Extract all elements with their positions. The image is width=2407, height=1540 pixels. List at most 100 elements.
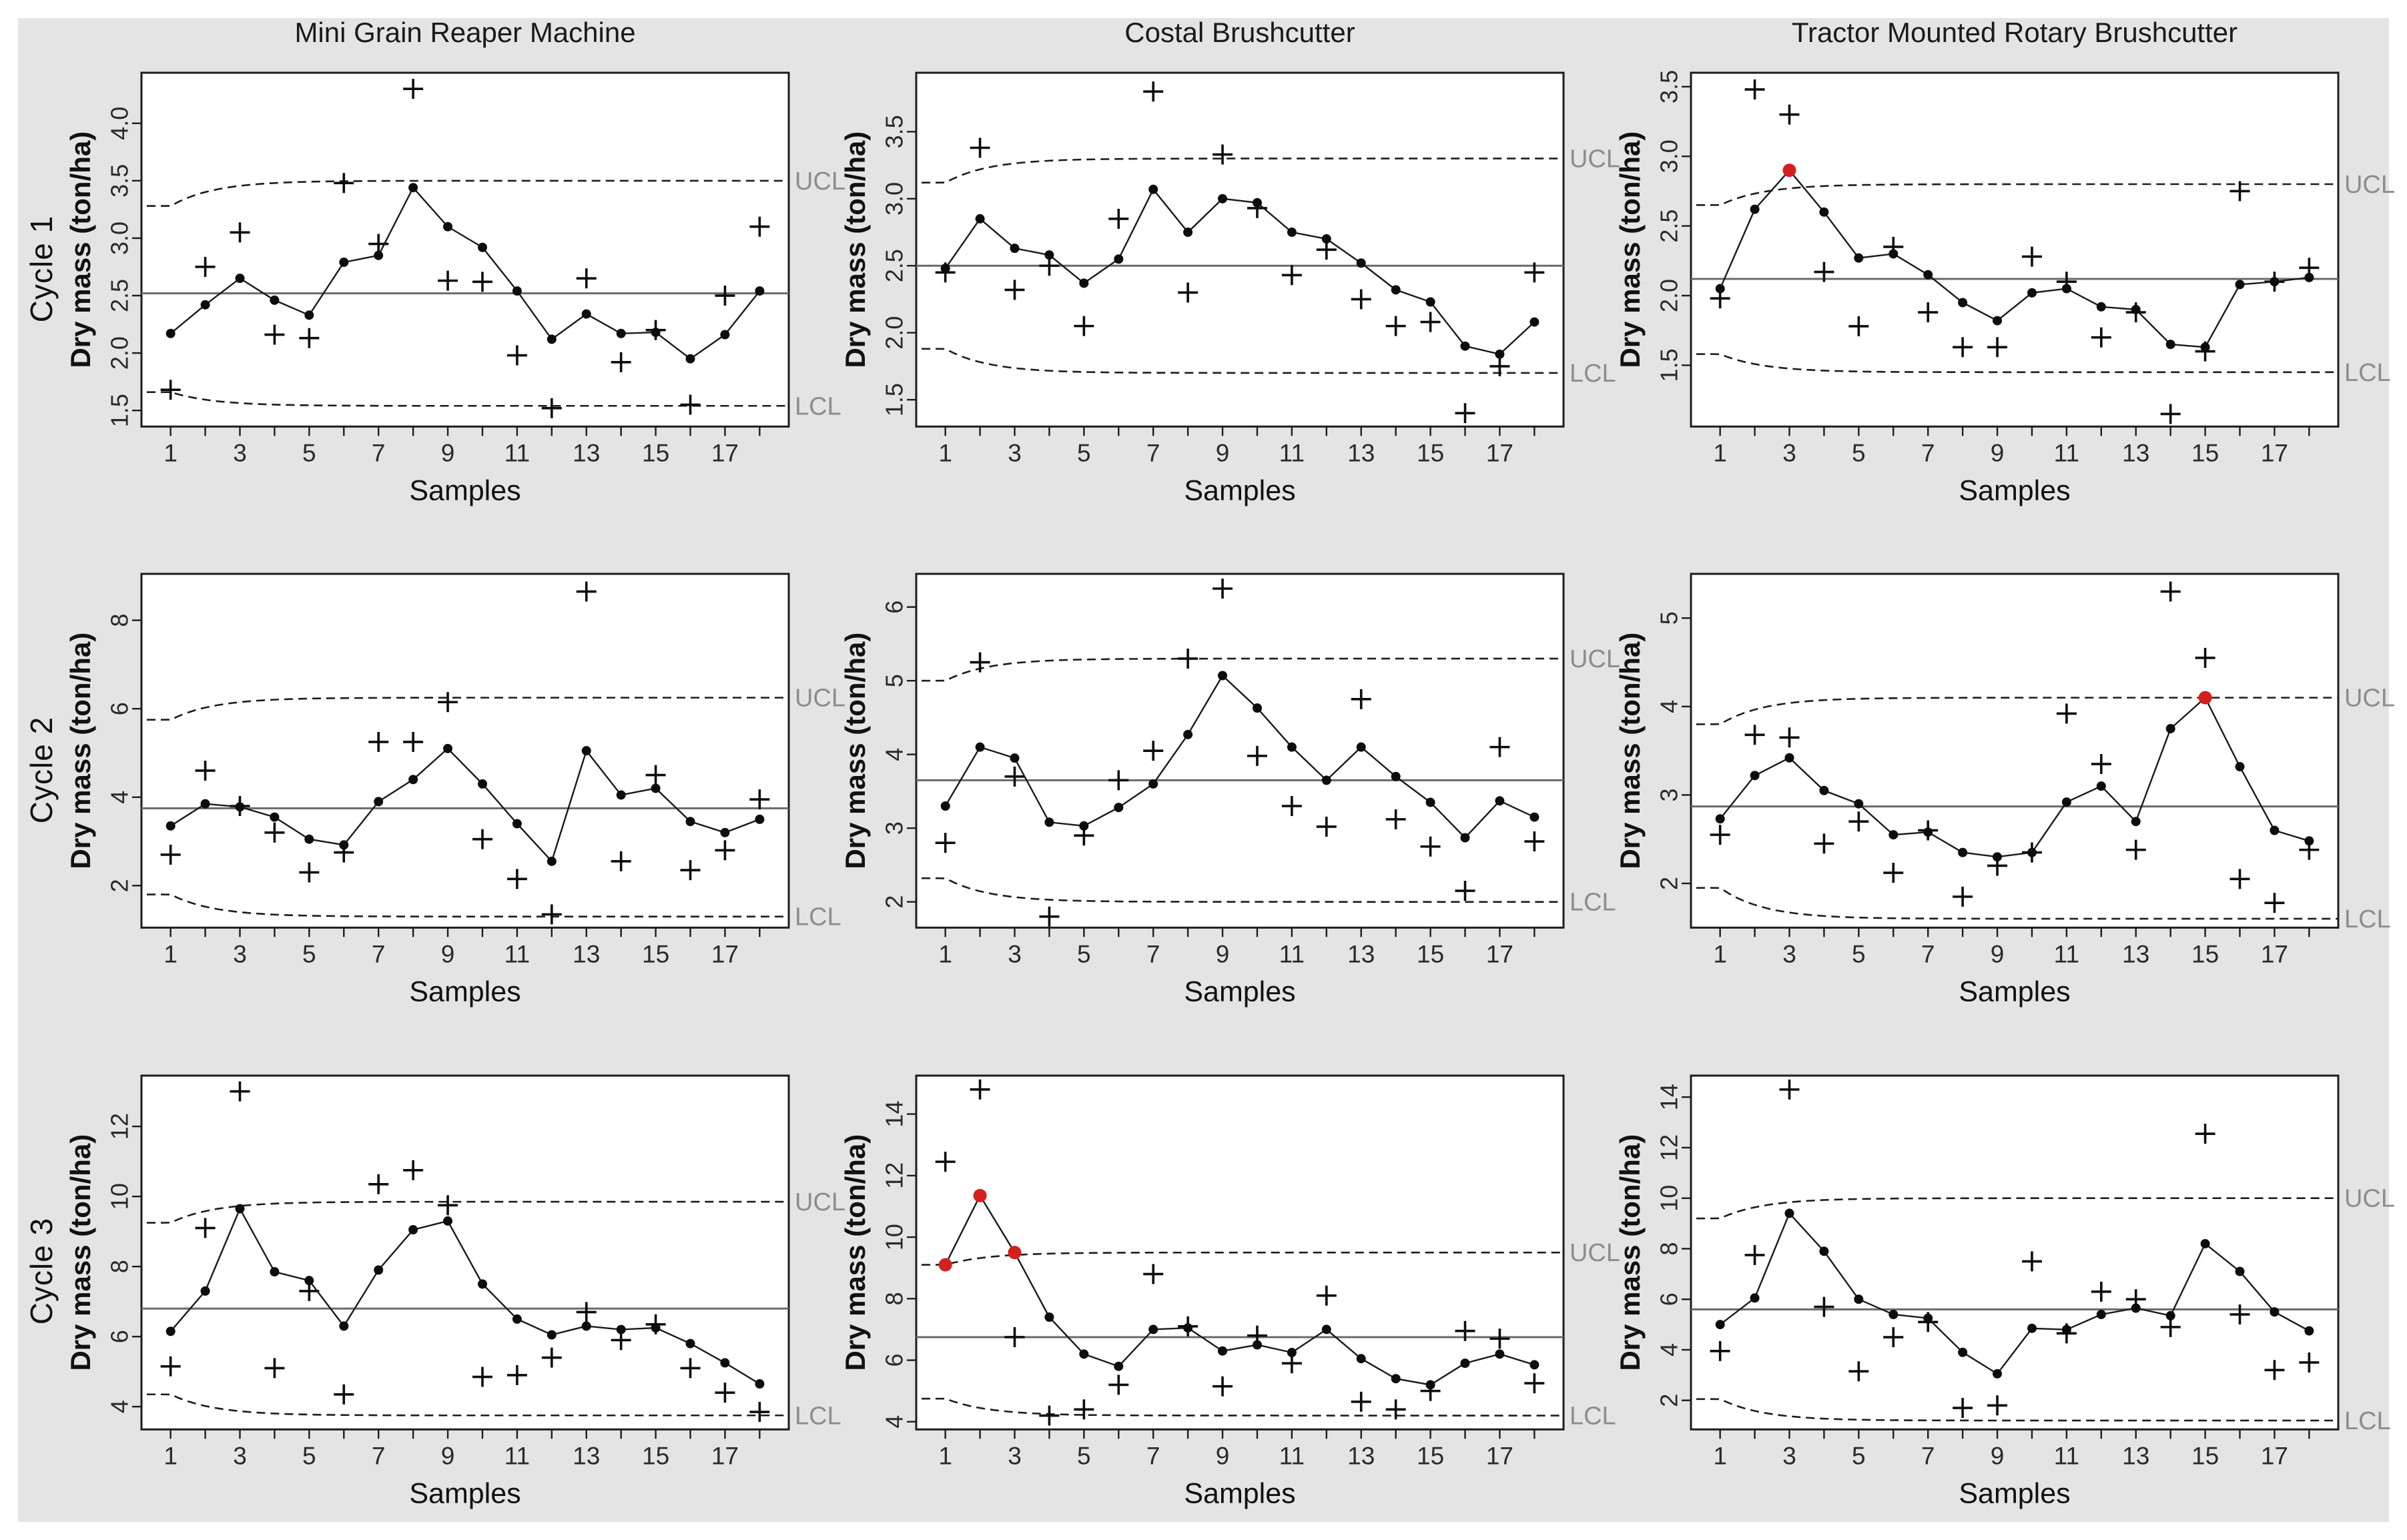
svg-text:5: 5 (302, 439, 316, 466)
y-axis-ticks: 1.5 2.0 2.5 3.0 3.5 4.0 (106, 107, 141, 427)
y-axis-label: Dry mass (ton/ha) (1614, 633, 1646, 869)
plot-area (915, 572, 1565, 929)
svg-text:5: 5 (1852, 941, 1866, 968)
data-point (1218, 671, 1227, 681)
data-point (1495, 796, 1505, 806)
plus-markers (160, 581, 770, 925)
svg-text:3: 3 (881, 821, 908, 835)
ucl-line (147, 1200, 789, 1224)
svg-text:2.5: 2.5 (1656, 210, 1683, 243)
data-point (1321, 234, 1331, 244)
data-point (304, 1275, 314, 1285)
svg-text:12: 12 (881, 1162, 908, 1189)
y-axis-ticks: 1.5 2.0 2.5 3.0 3.5 (1656, 70, 1691, 382)
data-point (651, 783, 661, 793)
y-axis-label: Dry mass (ton/ha) (839, 633, 871, 869)
svg-text:4: 4 (881, 748, 908, 761)
data-point (2270, 825, 2280, 835)
data-point (1253, 1340, 1262, 1350)
svg-text:11: 11 (504, 439, 530, 466)
data-point (1529, 317, 1539, 327)
data-point (1148, 779, 1158, 789)
series-line (170, 747, 760, 863)
data-point (1750, 771, 1760, 781)
svg-text:15: 15 (1417, 1442, 1444, 1469)
data-point (1148, 1324, 1158, 1334)
ucl-label: UCL (1570, 645, 1620, 673)
data-point (1183, 1322, 1193, 1332)
svg-text:5: 5 (1852, 1442, 1866, 1469)
data-point (270, 812, 280, 822)
series-line (1719, 697, 2310, 858)
data-point (1425, 1380, 1435, 1390)
svg-text:2.0: 2.0 (106, 336, 133, 370)
svg-text:7: 7 (372, 439, 386, 466)
data-point (1460, 1358, 1470, 1368)
svg-text:17: 17 (1486, 439, 1513, 466)
svg-text:13: 13 (2122, 439, 2149, 466)
lcl-label: LCL (1570, 1402, 1616, 1430)
chart-cycle1-mini-grain-reaper: Mini Grain Reaper Machine 1.5 2.0 2.5 3.0 3.5… (65, 17, 845, 519)
svg-text:5: 5 (1077, 941, 1091, 968)
svg-text:3: 3 (233, 941, 247, 968)
svg-text:11: 11 (2054, 439, 2079, 466)
data-point (720, 330, 730, 340)
y-axis-ticks: 1.5 2.0 2.5 3.0 3.5 (881, 115, 916, 416)
lcl-label: LCL (2344, 359, 2391, 387)
data-point (235, 1204, 245, 1214)
data-point (940, 801, 950, 811)
svg-text:6: 6 (106, 702, 133, 715)
data-point (1044, 1312, 1054, 1322)
svg-text:5: 5 (302, 1442, 316, 1469)
svg-text:7: 7 (372, 1442, 386, 1469)
row-label-cycle-2: Cycle 2 (18, 519, 65, 1020)
x-axis-label: Samples (1184, 474, 1295, 506)
data-point (1391, 285, 1401, 295)
data-point (685, 1338, 695, 1349)
data-point (1993, 852, 2002, 862)
series-line (944, 187, 1535, 356)
data-point (755, 815, 765, 825)
data-point (304, 835, 314, 845)
svg-text:17: 17 (2261, 1442, 2288, 1469)
svg-text:17: 17 (711, 439, 739, 466)
data-point (2061, 797, 2071, 807)
series-line (1719, 1211, 2310, 1375)
x-axis-ticks: 1 3 5 7 9 11 13 15 17 (163, 1429, 761, 1469)
data-point (2304, 836, 2314, 846)
data-point (408, 1224, 418, 1234)
x-axis-label: Samples (409, 976, 521, 1008)
data-point (755, 1379, 765, 1389)
data-point (1750, 1292, 1760, 1302)
svg-text:1.5: 1.5 (106, 394, 133, 427)
svg-text:17: 17 (2261, 941, 2288, 968)
svg-text:3.5: 3.5 (1656, 70, 1683, 103)
ucl-label: UCL (2344, 1184, 2395, 1212)
chart-cycle2-mini-grain-reaper: 2 4 6 8 Dry mass (ton/ha) 1 3 5 7 9 11 13 15 17 Sample… (65, 519, 845, 1020)
svg-text:1.5: 1.5 (881, 383, 908, 416)
row-label-text: Cycle 2 (24, 716, 59, 824)
data-point (270, 1266, 280, 1276)
svg-text:2.5: 2.5 (106, 279, 133, 312)
svg-text:11: 11 (1279, 1442, 1305, 1469)
svg-text:17: 17 (711, 1442, 739, 1469)
data-point (165, 821, 176, 831)
plot-area (1690, 1074, 2340, 1431)
svg-text:1.5: 1.5 (1656, 348, 1683, 382)
svg-text:2.5: 2.5 (881, 249, 908, 282)
chart-cycle3-costal-brushcutter: 4 6 8 10 12 14 Dry mass (ton/ha) 1 3 5 7 9 11 13 15 17 S… (839, 1021, 1620, 1522)
data-point (1784, 1208, 1794, 1218)
data-point (1079, 278, 1089, 288)
svg-text:3: 3 (1782, 439, 1796, 466)
y-axis-ticks: 4 6 8 10 12 (106, 1113, 141, 1413)
data-point (940, 264, 950, 274)
data-point (720, 1358, 730, 1368)
svg-text:10: 10 (106, 1183, 133, 1210)
data-point (1529, 1360, 1539, 1370)
svg-text:10: 10 (881, 1224, 908, 1250)
svg-text:3: 3 (1782, 1442, 1796, 1469)
data-point (581, 746, 591, 756)
data-point (478, 779, 487, 789)
